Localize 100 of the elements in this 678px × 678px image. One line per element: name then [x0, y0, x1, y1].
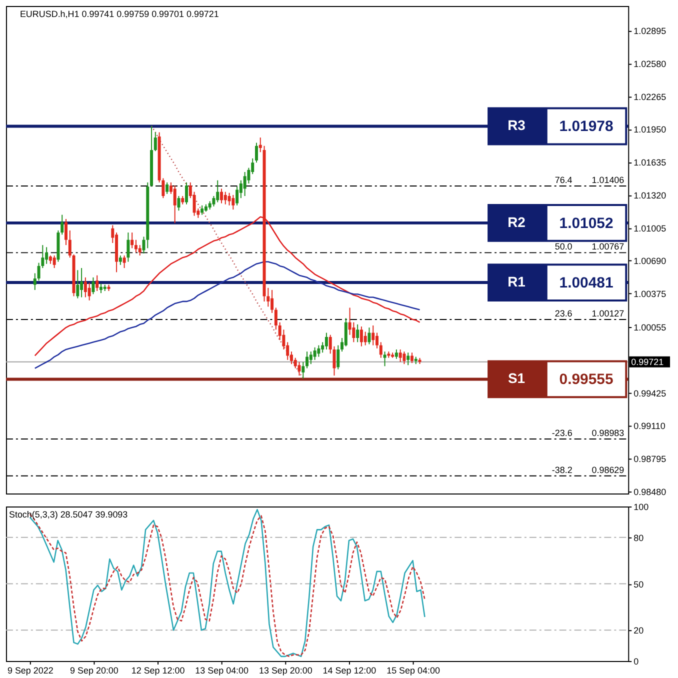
candlestick [309, 351, 312, 365]
candlestick [177, 195, 180, 212]
ref-line-label: 1.01052 [559, 214, 614, 232]
candlestick [398, 348, 402, 362]
candlestick [200, 204, 204, 216]
ref-line-label: 1.01406 [592, 174, 624, 185]
ref-line-label: 1.00127 [592, 308, 624, 319]
candlestick [372, 324, 375, 346]
y-tick-label: 20 [634, 626, 644, 636]
candlestick [254, 142, 258, 164]
candlestick [243, 171, 246, 196]
candlestick [344, 318, 348, 347]
annotation: 76.4 [554, 174, 572, 185]
candlestick [224, 191, 227, 205]
y-tick-label: 1.02580 [634, 58, 666, 69]
candlestick [130, 232, 134, 249]
x-tick-label: 9 Sep 2022 [7, 666, 54, 676]
y-tick-label: 80 [634, 532, 644, 543]
candlestick [410, 352, 414, 364]
y-tick-label: 1.01320 [634, 190, 666, 200]
candlestick [64, 218, 68, 246]
candlestick [76, 270, 80, 299]
candlestick [360, 326, 363, 347]
candlestick [383, 351, 386, 367]
candlestick [232, 194, 235, 210]
ref-line-label: 1.00481 [559, 274, 614, 292]
candlestick [80, 268, 84, 298]
candlestick [88, 282, 91, 301]
candlestick [99, 283, 102, 294]
y-tick-label: 1.02265 [634, 92, 666, 102]
candlestick [394, 348, 398, 360]
x-tick-label: 9 Sep 20:00 [70, 666, 118, 676]
line-series [34, 261, 420, 369]
candlestick [134, 239, 138, 253]
annotation: 50.0 [554, 242, 572, 252]
annotation: -23.6 [552, 428, 572, 438]
y-tick-label: 50 [634, 579, 644, 590]
candlestick [364, 331, 367, 346]
candlestick [52, 255, 56, 269]
chart-title: Stoch(5,3,3) 28.5047 39.9093 [8, 509, 128, 520]
ref-line-label: 1.00767 [592, 242, 624, 252]
candlestick [185, 182, 188, 205]
ref-line-label: 0.98983 [592, 428, 624, 438]
annotation: R2 [508, 214, 526, 230]
candlestick [122, 255, 126, 269]
ref-line-label: 1.01978 [559, 118, 614, 136]
candlestick [402, 351, 406, 365]
y-tick-label: 0.98795 [634, 454, 666, 464]
candlestick [173, 185, 176, 224]
y-tick-label: 0.99425 [634, 388, 666, 398]
y-tick-label: 0.98480 [634, 486, 666, 497]
candlestick [376, 332, 378, 349]
y-tick-label: 1.01005 [634, 223, 666, 234]
annotation: R1 [508, 274, 526, 290]
chart-title: EURUSD.h,H1 0.99741 0.99759 0.99701 0.99721 [20, 8, 219, 19]
candlestick [228, 192, 231, 206]
line-series [150, 125, 304, 380]
candlestick [60, 214, 64, 236]
annotation: R3 [508, 117, 526, 134]
annotation: 23.6 [554, 308, 572, 319]
candlestick [118, 255, 122, 266]
candlestick [294, 357, 297, 369]
y-tick-label: 100 [634, 502, 649, 512]
y-tick-label: 1.00055 [634, 322, 666, 333]
candlestick [216, 180, 220, 203]
candlestick [166, 182, 169, 194]
annotation: -38.2 [552, 464, 572, 475]
y-tick-label: 1.00375 [634, 289, 666, 300]
candlestick [368, 327, 371, 345]
annotation: S1 [508, 370, 526, 386]
candlestick [154, 132, 157, 152]
candlestick [313, 346, 316, 360]
candlestick [33, 272, 36, 290]
candlestick [258, 137, 262, 153]
y-tick-label: 1.02895 [634, 26, 666, 36]
candlestick [45, 246, 48, 264]
candlestick [336, 344, 340, 370]
ref-line-label: 0.99555 [559, 371, 614, 388]
x-tick-label: 13 Sep 20:00 [258, 666, 312, 676]
candlestick [68, 230, 72, 258]
candlestick [406, 352, 410, 366]
candlestick [302, 362, 305, 380]
candlestick [84, 276, 87, 298]
candlestick [379, 342, 382, 358]
candlestick [92, 276, 95, 295]
x-tick-label: 13 Sep 04:00 [195, 666, 249, 676]
candlestick [270, 289, 274, 314]
x-tick-label: 14 Sep 12:00 [322, 666, 376, 676]
x-tick-label: 15 Sep 04:00 [386, 666, 440, 676]
candlestick [126, 232, 130, 262]
y-tick-label: 0.99110 [634, 421, 666, 432]
ref-line-label: 0.99721 [631, 356, 664, 367]
candlestick [317, 344, 320, 358]
y-tick-label: 1.01950 [634, 124, 666, 135]
candlestick [212, 195, 216, 207]
candlestick [324, 332, 328, 350]
y-tick-label: 0 [634, 656, 639, 667]
candlestick [96, 274, 99, 292]
candlestick [236, 186, 239, 206]
candlestick [220, 188, 223, 204]
